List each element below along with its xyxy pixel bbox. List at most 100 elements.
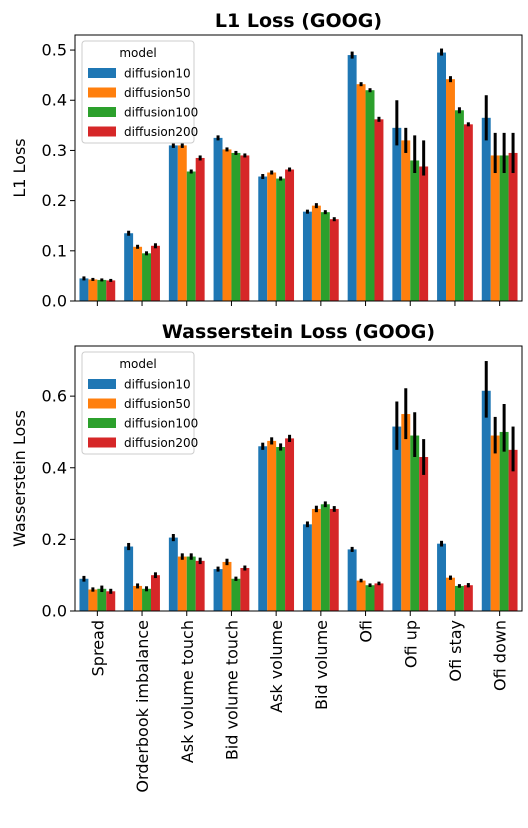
bar-diffusion200-2 <box>150 575 160 611</box>
legend-swatch-diffusion50 <box>88 398 116 409</box>
legend-swatch-diffusion100 <box>88 418 116 428</box>
bar-diffusion10-2 <box>124 546 134 611</box>
bar-diffusion50-5 <box>267 172 277 301</box>
legend-label-diffusion10: diffusion10 <box>124 378 191 392</box>
bar-diffusion100-4 <box>231 578 241 611</box>
bar-diffusion50-6 <box>311 205 321 301</box>
bar-diffusion100-7 <box>365 90 375 301</box>
legend-swatch-diffusion200 <box>88 437 116 448</box>
bar-diffusion100-10 <box>499 155 509 301</box>
bar-diffusion10-10 <box>481 117 491 302</box>
bar-diffusion200-10 <box>508 152 518 301</box>
x-tick-label: Bid volume touch <box>222 620 241 760</box>
legend-title: model <box>119 357 156 371</box>
bar-diffusion50-6 <box>311 508 321 611</box>
legend: model diffusion10 diffusion50 diffusion100 d… <box>81 40 198 144</box>
legend: model diffusion10 diffusion50 diffusion100 d… <box>81 351 198 455</box>
x-tick-label: Ofi <box>357 620 376 643</box>
bar-diffusion100-9 <box>454 110 464 301</box>
bar-diffusion200-9 <box>463 124 473 301</box>
legend-label-diffusion50: diffusion50 <box>124 397 191 411</box>
bar-diffusion50-2 <box>133 246 143 301</box>
legend-label-diffusion100: diffusion100 <box>124 417 198 431</box>
legend-swatch-diffusion10 <box>88 68 116 78</box>
bar-diffusion200-5 <box>285 438 295 611</box>
legend-label-diffusion200: diffusion200 <box>124 125 198 139</box>
bar-diffusion50-10 <box>490 435 500 611</box>
bar-diffusion100-3 <box>186 556 196 611</box>
bar-diffusion10-4 <box>213 137 223 301</box>
legend-swatch-diffusion50 <box>88 87 116 98</box>
bar-diffusion50-8 <box>401 414 411 611</box>
bar-diffusion10-3 <box>168 145 178 301</box>
y-axis-label: Wasserstein Loss <box>10 410 29 547</box>
bar-diffusion100-2 <box>142 253 151 301</box>
bar-diffusion200-3 <box>195 157 205 301</box>
chart-title: L1 Loss (GOOG) <box>215 10 382 32</box>
y-tick-label: 0.4 <box>42 458 67 477</box>
bar-diffusion10-3 <box>168 537 178 611</box>
bar-diffusion50-7 <box>356 580 366 611</box>
bar-diffusion10-2 <box>124 233 134 301</box>
y-tick-label: 0.1 <box>42 241 67 260</box>
bar-diffusion100-8 <box>410 435 420 611</box>
bar-diffusion10-4 <box>213 569 223 611</box>
bar-diffusion100-9 <box>454 585 464 611</box>
bar-diffusion50-1 <box>88 279 98 301</box>
x-tick-label: Orderbook imbalance <box>133 620 152 793</box>
x-tick-label: Ofi down <box>491 620 510 691</box>
legend-swatch-diffusion200 <box>88 126 116 137</box>
legend-label-diffusion10: diffusion10 <box>124 67 191 81</box>
bar-diffusion10-8 <box>392 426 402 611</box>
bar-diffusion50-3 <box>177 556 187 611</box>
bar-diffusion50-4 <box>222 149 232 301</box>
bar-diffusion50-4 <box>222 561 232 611</box>
bar-diffusion10-9 <box>437 52 447 301</box>
bar-diffusion50-8 <box>401 140 411 301</box>
x-tick-label: Ofi up <box>401 620 420 668</box>
bar-diffusion100-10 <box>499 431 509 611</box>
legend-label-diffusion200: diffusion200 <box>124 436 198 450</box>
bar-diffusion10-1 <box>79 278 89 301</box>
bar-diffusion100-1 <box>97 588 107 611</box>
y-tick-label: 0.2 <box>42 530 67 549</box>
bar-diffusion10-6 <box>302 211 312 301</box>
bar-diffusion50-9 <box>446 577 455 611</box>
bar-diffusion100-4 <box>231 152 241 301</box>
bar-diffusion200-1 <box>106 591 116 611</box>
bar-diffusion100-1 <box>97 279 107 301</box>
x-tick-label: Ask volume touch <box>178 620 197 763</box>
bar-diffusion50-1 <box>88 589 98 611</box>
y-tick-label: 0.5 <box>42 41 67 60</box>
bar-diffusion200-3 <box>195 560 205 611</box>
bar-diffusion200-8 <box>419 166 429 301</box>
bar-diffusion100-2 <box>142 588 151 611</box>
bar-diffusion100-6 <box>320 212 330 301</box>
bar-diffusion200-7 <box>374 583 384 611</box>
y-tick-label: 0.4 <box>42 91 67 110</box>
legend-swatch-diffusion100 <box>88 107 116 117</box>
bar-diffusion100-3 <box>186 171 196 301</box>
legend-label-diffusion100: diffusion100 <box>124 106 198 120</box>
bar-diffusion10-7 <box>347 55 357 301</box>
bar-diffusion200-4 <box>240 568 250 611</box>
bar-diffusion10-8 <box>392 127 402 301</box>
legend-box <box>81 351 195 455</box>
bar-diffusion200-10 <box>508 449 518 611</box>
y-tick-label: 0.0 <box>42 602 67 621</box>
bar-diffusion100-6 <box>320 504 330 611</box>
bar-diffusion10-5 <box>258 176 268 301</box>
bar-diffusion50-5 <box>267 440 277 611</box>
y-axis-label: L1 Loss <box>10 138 29 197</box>
x-tick-label: Ask volume <box>267 620 286 713</box>
chart-title: Wasserstein Loss (GOOG) <box>162 321 435 343</box>
bar-diffusion50-3 <box>177 145 187 301</box>
bar-diffusion200-9 <box>463 585 473 611</box>
bar-diffusion200-6 <box>329 508 339 611</box>
bar-diffusion10-1 <box>79 578 89 611</box>
bar-diffusion100-8 <box>410 160 420 301</box>
chart-2: Wasserstein Loss (GOOG) Wasserstein Loss 0… <box>10 321 523 793</box>
plot-frame <box>74 34 523 302</box>
bar-diffusion50-2 <box>133 585 143 611</box>
